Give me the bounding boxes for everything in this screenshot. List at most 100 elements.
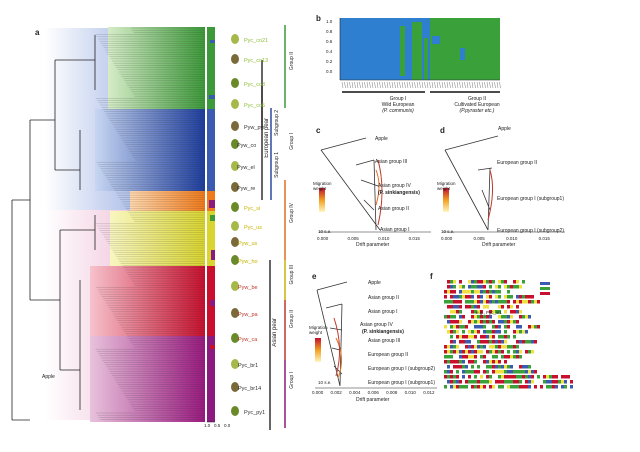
panel-c-label: Asian group IV bbox=[378, 183, 411, 189]
haplotype-cell bbox=[516, 375, 519, 379]
haplotype-cell bbox=[498, 375, 501, 379]
sample-tick bbox=[469, 81, 471, 89]
haplotype-cell bbox=[486, 315, 489, 319]
haplotype-cell bbox=[477, 285, 480, 289]
haplotype-cell bbox=[474, 330, 477, 334]
haplotype-cell bbox=[453, 335, 456, 339]
panel-c-ticks: 0.000 0.005 0.010 0.015 bbox=[317, 236, 420, 241]
haplotype-cell bbox=[498, 300, 501, 304]
haplotype-cell bbox=[510, 280, 513, 284]
haplotype-cell bbox=[510, 345, 513, 349]
haplotype-cell bbox=[456, 330, 459, 334]
haplotype-cell bbox=[447, 290, 450, 294]
haplotype-cell bbox=[483, 340, 486, 344]
haplotype-cell bbox=[483, 360, 486, 364]
haplotype-cell bbox=[462, 295, 465, 299]
haplotype-cell bbox=[501, 375, 504, 379]
haplotype-cell bbox=[492, 310, 495, 314]
panel-c-legend-title: Migration weight bbox=[313, 181, 332, 191]
haplotype-cell bbox=[477, 300, 480, 304]
haplotype-cell bbox=[531, 325, 534, 329]
haplotype-cell bbox=[510, 315, 513, 319]
accession-label: Pyw_ca bbox=[238, 337, 258, 343]
haplotype-cell bbox=[486, 305, 489, 309]
haplotype-cell bbox=[453, 350, 456, 354]
haplotype-cell bbox=[453, 365, 456, 369]
panel-b-structure-plot bbox=[339, 18, 501, 93]
sample-tick bbox=[436, 81, 439, 89]
haplotype-cell bbox=[501, 330, 504, 334]
haplotype-cell bbox=[516, 385, 519, 389]
haplotype-cell bbox=[465, 325, 468, 329]
haplotype-cell bbox=[489, 315, 492, 319]
haplotype-cell bbox=[513, 355, 516, 359]
haplotype-cell bbox=[471, 350, 474, 354]
haplotype-cell bbox=[522, 370, 525, 374]
sample-tick bbox=[356, 81, 359, 89]
haplotype-cell bbox=[498, 335, 501, 339]
haplotype-cell bbox=[471, 340, 474, 344]
panel-c-treemix bbox=[319, 137, 431, 233]
haplotype-cell bbox=[459, 310, 462, 314]
haplotype-cell bbox=[504, 305, 507, 309]
haplotype-cell bbox=[462, 360, 465, 364]
haplotype-cell bbox=[528, 370, 531, 374]
haplotype-cell bbox=[489, 370, 492, 374]
haplotype-cell bbox=[522, 300, 525, 304]
haplotype-cell bbox=[471, 310, 474, 314]
haplotype-cell bbox=[552, 385, 555, 389]
haplotype-cell bbox=[486, 380, 489, 384]
haplotype-cell bbox=[498, 325, 501, 329]
haplotype-cell bbox=[450, 365, 453, 369]
haplotype-cell bbox=[492, 330, 495, 334]
haplotype-cell bbox=[471, 370, 474, 374]
haplotype-cell bbox=[531, 340, 534, 344]
haplotype-cell bbox=[483, 285, 486, 289]
haplotype-cell bbox=[513, 385, 516, 389]
haplotype-cell bbox=[513, 280, 516, 284]
haplotype-cell bbox=[519, 310, 522, 314]
accession-label: Pyw_pa bbox=[238, 312, 258, 318]
haplotype-cell bbox=[528, 295, 531, 299]
haplotype-cell bbox=[450, 330, 453, 334]
haplotype-cell bbox=[513, 300, 516, 304]
haplotype-cell bbox=[489, 320, 492, 324]
haplotype-cell bbox=[531, 300, 534, 304]
haplotype-cell bbox=[453, 280, 456, 284]
haplotype-cell bbox=[465, 350, 468, 354]
haplotype-cell bbox=[498, 340, 501, 344]
haplotype-cell bbox=[549, 380, 552, 384]
sample-tick bbox=[371, 81, 374, 89]
haplotype-cell bbox=[507, 340, 510, 344]
accession-label: Pyw_re bbox=[237, 186, 256, 192]
haplotype-cell bbox=[444, 325, 447, 329]
haplotype-cell bbox=[459, 330, 462, 334]
sample-tick bbox=[381, 81, 384, 89]
haplotype-cell bbox=[543, 375, 546, 379]
sample-tick bbox=[374, 81, 376, 89]
sample-tick bbox=[341, 81, 344, 89]
haplotype-cell bbox=[462, 365, 465, 369]
haplotype-cell bbox=[483, 335, 486, 339]
haplotype-cell bbox=[444, 335, 447, 339]
haplotype-cell bbox=[567, 375, 570, 379]
haplotype-cell bbox=[447, 340, 450, 344]
haplotype-cell bbox=[513, 295, 516, 299]
haplotype-cell bbox=[465, 375, 468, 379]
panel-d-ticks: 0.000 0.005 0.010 0.015 bbox=[441, 236, 550, 241]
haplotype-cell bbox=[477, 370, 480, 374]
haplotype-cell bbox=[564, 380, 567, 384]
haplotype-cell bbox=[525, 350, 528, 354]
haplotype-cell bbox=[459, 355, 462, 359]
haplotype-cell bbox=[516, 370, 519, 374]
haplotype-cell bbox=[477, 340, 480, 344]
haplotype-cell bbox=[474, 305, 477, 309]
haplotype-cell bbox=[495, 350, 498, 354]
haplotype-cell bbox=[507, 310, 510, 314]
haplotype-cell bbox=[504, 340, 507, 344]
sample-tick bbox=[446, 81, 449, 89]
haplotype-cell bbox=[471, 320, 474, 324]
haplotype-cell bbox=[516, 350, 519, 354]
haplotype-cell bbox=[465, 280, 468, 284]
haplotype-cell bbox=[495, 320, 498, 324]
